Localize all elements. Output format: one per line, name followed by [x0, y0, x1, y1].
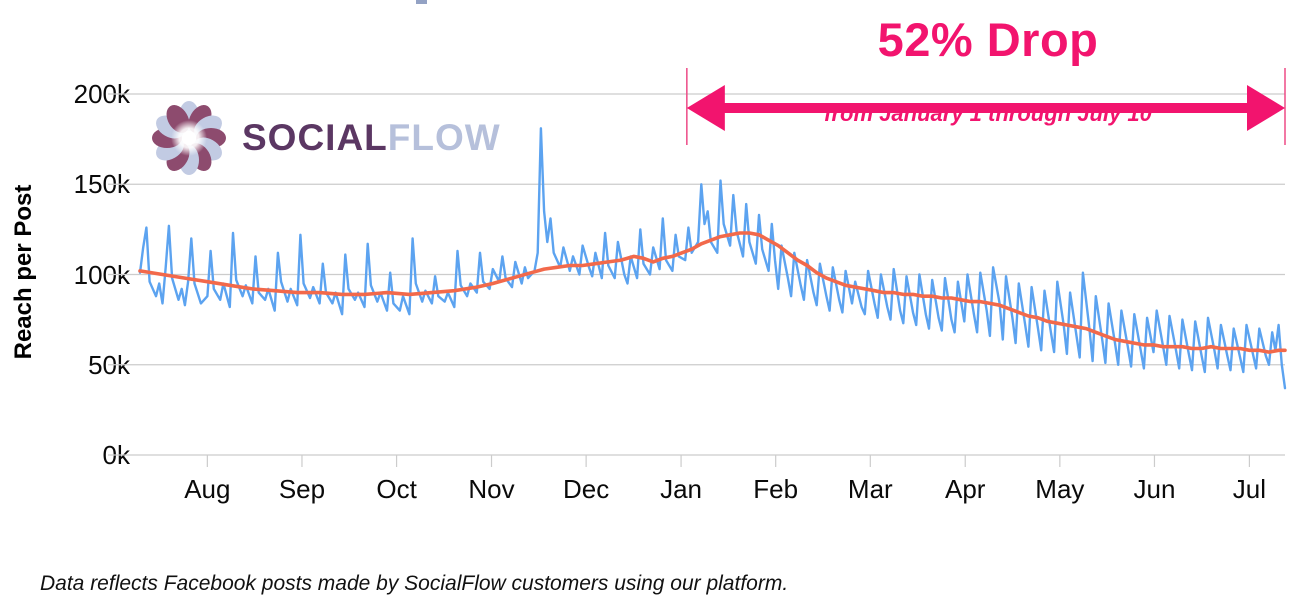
annotation-title: 52% Drop: [877, 13, 1099, 66]
x-tick-label: Feb: [753, 474, 799, 504]
x-tick-label: Dec: [563, 474, 610, 504]
series-smoothed_trend: [138, 231, 1287, 354]
footnote: Data reflects Facebook posts made by Soc…: [40, 572, 789, 595]
x-tick-label: Jun: [1133, 474, 1176, 504]
series-daily_reach: [138, 127, 1287, 390]
x-tick-label: Apr: [944, 474, 986, 504]
x-tick-label: Oct: [376, 474, 417, 504]
x-tick-label: Sep: [278, 474, 326, 504]
drop-arrow-left-head: [686, 85, 725, 131]
x-tick-label: Jan: [660, 474, 703, 504]
x-tick-label: Nov: [468, 474, 515, 504]
logo-word-flow: FLOW: [387, 117, 501, 158]
socialflow-logo: SOCIALFLOW: [150, 99, 501, 177]
socialflow-flower-icon: [152, 101, 226, 175]
socialflow-wordmark: SOCIALFLOW: [242, 99, 501, 177]
x-tick-label: Aug: [184, 474, 231, 504]
x-tick-label: May: [1035, 474, 1085, 504]
x-tick-label: Mar: [847, 474, 893, 504]
drop-arrow-right-head: [1247, 85, 1285, 131]
logo-word-social: SOCIAL: [242, 117, 388, 158]
x-tick-label: Jul: [1232, 474, 1267, 504]
cropped-title-fragment: [416, 0, 427, 4]
